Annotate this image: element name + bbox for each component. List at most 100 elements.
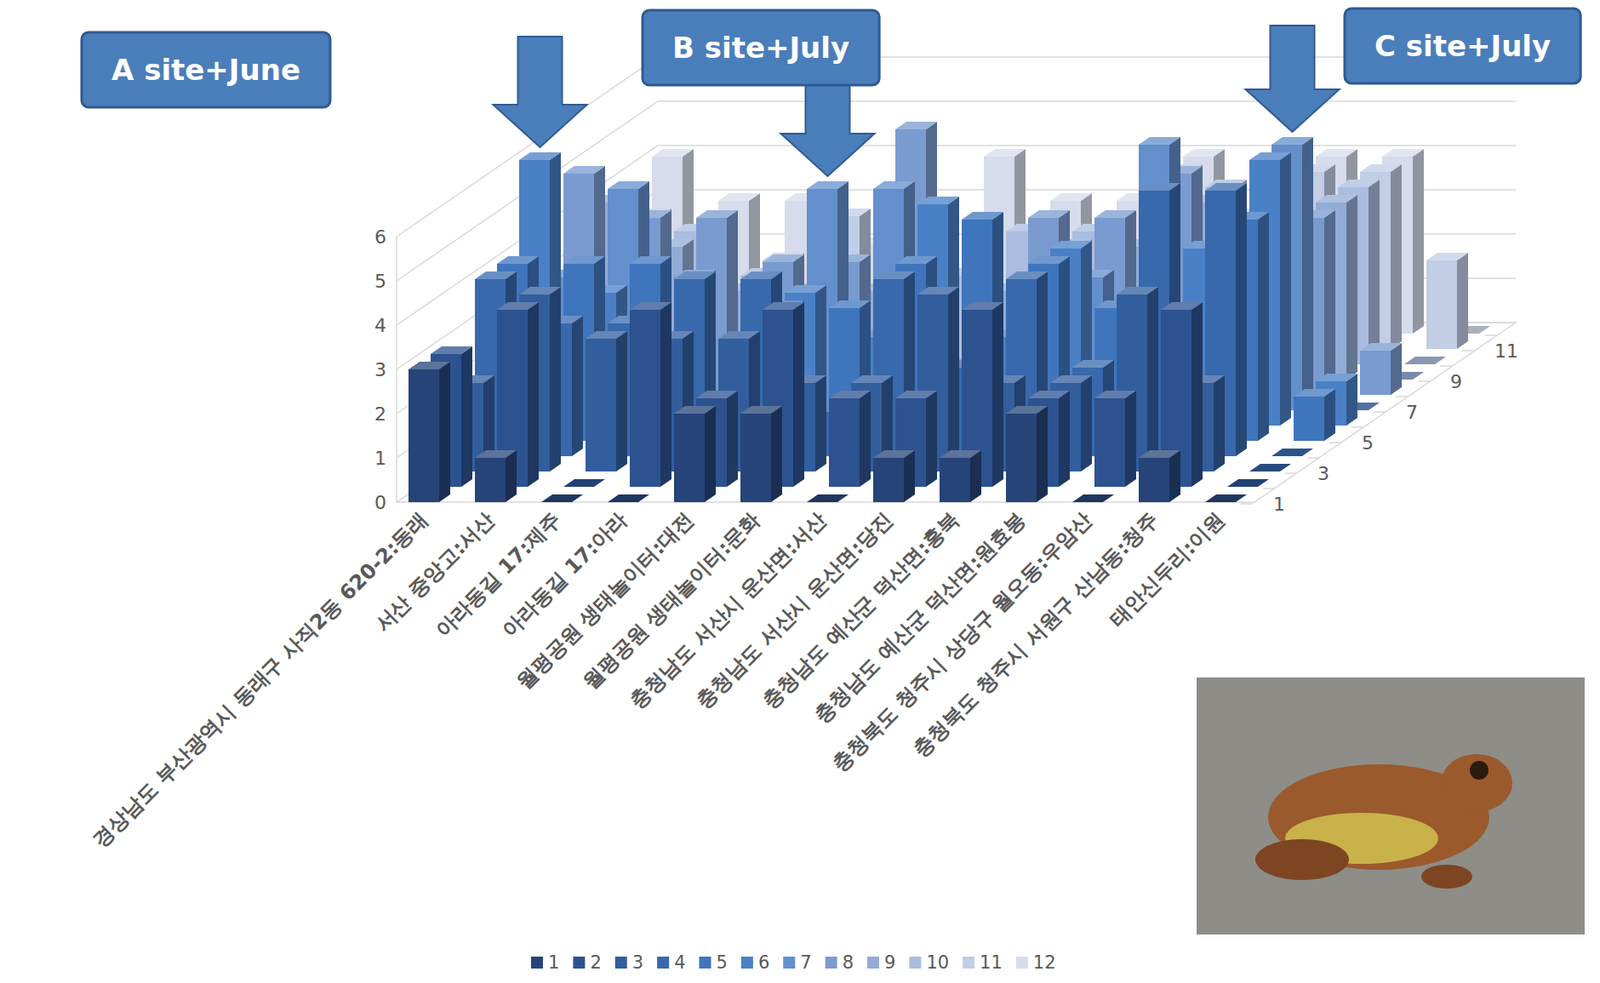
x-tick-label: 경상남도 부산광역시 동래구 사직2동 620-2:동래 xyxy=(87,507,433,852)
arrow xyxy=(1245,25,1340,132)
bar-top xyxy=(674,271,716,280)
bar-side xyxy=(1302,137,1314,411)
bar-side xyxy=(793,302,805,487)
bar-top xyxy=(961,211,1004,220)
legend: 123456789101112 xyxy=(531,952,1057,973)
legend-label: 11 xyxy=(979,952,1003,973)
bar-side xyxy=(704,405,716,503)
photo-ground xyxy=(1196,677,1585,935)
bar-top xyxy=(1382,148,1424,157)
bar-top xyxy=(1315,194,1358,203)
bar-front xyxy=(1094,398,1126,487)
bar-top xyxy=(983,148,1026,157)
bar-top xyxy=(806,494,849,503)
bar xyxy=(563,479,606,487)
depth-tick xyxy=(1440,365,1452,367)
bar-side xyxy=(1125,390,1137,487)
bar-front xyxy=(674,413,705,503)
bar-top xyxy=(851,375,893,383)
bar-top xyxy=(430,346,473,355)
bar-side xyxy=(1324,210,1336,395)
bar-side xyxy=(1257,211,1269,441)
bar-top xyxy=(408,361,451,370)
bar-top xyxy=(1271,137,1314,145)
depth-label: 3 xyxy=(1317,462,1330,485)
bar xyxy=(873,450,915,503)
bar xyxy=(1205,494,1247,503)
bar-side xyxy=(1058,390,1070,487)
bar-front xyxy=(1426,260,1458,349)
bar-top xyxy=(1205,182,1247,191)
bar-top xyxy=(1360,342,1402,351)
photo xyxy=(1196,677,1585,935)
legend-label: 7 xyxy=(800,952,812,973)
bar-top xyxy=(1094,390,1137,399)
bar-side xyxy=(1324,388,1336,441)
depth-tick xyxy=(1395,395,1408,398)
bar-side xyxy=(970,450,982,503)
bar xyxy=(585,331,628,472)
bar-top xyxy=(1249,152,1292,160)
bar xyxy=(1094,390,1137,487)
bar-top xyxy=(895,121,938,130)
bar-side xyxy=(571,315,583,457)
bar-side xyxy=(859,390,871,487)
bar-top xyxy=(1050,375,1092,383)
bar-side xyxy=(1080,375,1092,472)
bar xyxy=(1426,252,1469,349)
bar-side xyxy=(1191,302,1203,487)
bar xyxy=(740,405,783,503)
bar xyxy=(1072,494,1115,503)
bar-front xyxy=(1293,396,1325,441)
bar xyxy=(939,450,982,503)
bar-top xyxy=(917,196,960,205)
bar-top xyxy=(674,405,716,414)
bar-top xyxy=(828,300,871,309)
bar xyxy=(629,302,672,487)
bar-top xyxy=(474,450,517,458)
depth-tick xyxy=(1484,334,1497,337)
legend-swatch xyxy=(782,956,795,969)
bar-top xyxy=(873,271,915,280)
bar-top xyxy=(718,331,760,339)
bar-top xyxy=(629,256,672,264)
bar-front xyxy=(585,338,617,472)
bar-side xyxy=(1412,148,1424,334)
y-tick-label: 5 xyxy=(374,270,387,292)
bar-side xyxy=(1346,373,1358,426)
legend-swatch xyxy=(699,956,712,969)
legend-swatch xyxy=(867,956,880,969)
bar-top xyxy=(1028,256,1070,264)
legend-swatch xyxy=(825,956,838,969)
y-tick-label: 2 xyxy=(374,403,387,425)
bar-top xyxy=(1337,179,1380,188)
bar-side xyxy=(815,375,827,472)
bar-top xyxy=(895,256,938,264)
bar-top xyxy=(497,256,539,264)
x-tick-label: 태안신두리:이원 xyxy=(1105,507,1229,631)
annotation: C site+July xyxy=(1374,28,1551,63)
legend-label: 12 xyxy=(1033,952,1057,973)
bars xyxy=(408,121,1491,503)
bar-side xyxy=(1036,405,1048,503)
bar-side xyxy=(461,346,473,487)
bar-side xyxy=(925,390,938,487)
bar-side xyxy=(616,331,628,472)
frog-eye xyxy=(1469,760,1489,780)
bar-top xyxy=(1271,448,1314,457)
bar-top xyxy=(1005,271,1048,280)
bar-side xyxy=(903,450,915,503)
bar-side xyxy=(660,302,672,487)
bar-top xyxy=(629,302,672,310)
depth-label: 11 xyxy=(1494,340,1519,362)
depth-tick xyxy=(1307,457,1320,459)
bar-top xyxy=(1005,405,1048,414)
bar-top xyxy=(961,302,1004,310)
bar-top xyxy=(1249,463,1292,472)
legend-swatch xyxy=(657,956,669,969)
bar-top xyxy=(1138,450,1181,458)
legend-label: 8 xyxy=(842,952,854,973)
depth-tick xyxy=(1373,411,1386,413)
bar-top xyxy=(762,302,805,310)
bar-front xyxy=(939,457,971,503)
